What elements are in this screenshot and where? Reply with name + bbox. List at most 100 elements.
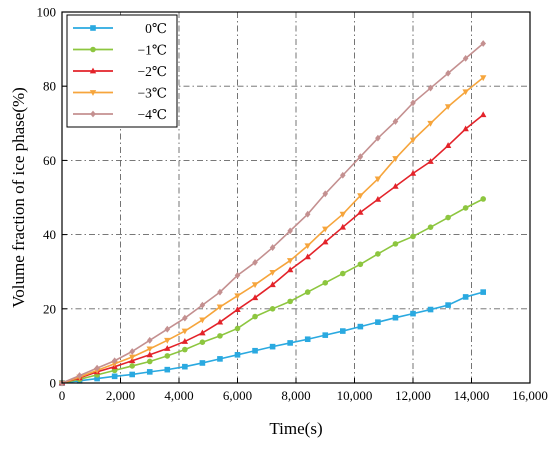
data-point xyxy=(445,214,451,221)
data-point xyxy=(340,171,346,179)
series xyxy=(59,196,487,386)
data-point xyxy=(462,205,469,211)
data-point xyxy=(339,211,346,218)
data-point xyxy=(94,375,100,382)
data-point xyxy=(94,364,100,372)
data-point xyxy=(129,354,136,361)
data-point xyxy=(392,182,399,189)
data-point xyxy=(217,288,223,296)
data-point xyxy=(216,318,224,325)
data-point xyxy=(216,304,224,311)
y-tick-label: 0 xyxy=(50,376,57,391)
data-point xyxy=(357,323,364,330)
data-point xyxy=(181,338,189,344)
data-point xyxy=(357,153,364,161)
data-point xyxy=(304,289,311,295)
data-point xyxy=(410,310,416,317)
y-axis-title: Volume fraction of ice phase(%) xyxy=(9,87,28,308)
data-point xyxy=(322,226,329,233)
data-point xyxy=(427,84,434,92)
data-point xyxy=(480,289,486,295)
data-point xyxy=(357,261,364,268)
data-point xyxy=(304,210,311,218)
series-layer xyxy=(58,40,487,387)
data-point xyxy=(164,345,171,351)
data-point xyxy=(392,156,399,162)
data-point xyxy=(164,337,171,344)
data-point xyxy=(252,313,258,320)
data-point xyxy=(392,241,399,247)
data-point xyxy=(339,223,346,230)
data-point xyxy=(462,125,469,132)
legend-label: −2℃ xyxy=(138,64,167,79)
data-point xyxy=(217,333,223,339)
data-point xyxy=(445,302,451,308)
data-point xyxy=(164,366,171,373)
data-point xyxy=(182,346,188,353)
data-point xyxy=(181,328,189,335)
x-tick-label: 0 xyxy=(59,388,66,403)
data-point xyxy=(182,363,188,370)
data-point xyxy=(322,332,329,338)
data-point xyxy=(251,294,259,301)
data-point xyxy=(199,329,206,336)
data-point xyxy=(269,281,276,288)
data-point xyxy=(340,328,346,334)
data-point xyxy=(199,339,206,345)
data-point xyxy=(375,319,381,325)
data-point xyxy=(146,369,153,375)
x-axis-title: Time(s) xyxy=(269,419,322,438)
legend-item: −3℃ xyxy=(73,86,167,101)
legend-marker xyxy=(90,25,96,31)
data-point xyxy=(462,294,469,300)
legend-marker xyxy=(89,90,97,96)
data-point xyxy=(234,325,241,332)
data-point xyxy=(427,306,434,313)
data-point xyxy=(322,190,329,198)
data-point xyxy=(410,99,416,107)
data-point xyxy=(480,196,487,202)
data-point xyxy=(286,266,294,273)
data-point xyxy=(146,346,153,353)
data-point xyxy=(269,270,276,276)
data-point xyxy=(392,118,399,125)
data-point xyxy=(111,357,118,365)
data-point xyxy=(444,104,452,111)
legend-label: −3℃ xyxy=(138,86,167,101)
legend-marker xyxy=(90,110,96,118)
legend-marker xyxy=(89,67,97,74)
y-tick-label: 20 xyxy=(43,301,56,316)
legend-item: −1℃ xyxy=(73,43,167,58)
data-point xyxy=(129,363,135,369)
data-point xyxy=(322,238,329,245)
x-tick-label: 10,000 xyxy=(337,388,373,403)
data-point xyxy=(199,317,206,324)
data-point xyxy=(252,347,258,354)
data-point xyxy=(375,134,381,142)
y-tick-label: 80 xyxy=(43,79,56,94)
legend-label: 0℃ xyxy=(145,21,167,36)
x-tick-label: 14,000 xyxy=(454,388,490,403)
x-tick-label: 12,000 xyxy=(395,388,431,403)
data-point xyxy=(269,343,276,350)
data-point xyxy=(409,169,417,176)
data-point xyxy=(462,54,469,62)
x-tick-label: 16,000 xyxy=(512,388,548,403)
axis-ticks: 0 2,000 4,000 6,000 8,000 10,000 12,000 14,000 1… xyxy=(37,5,548,404)
data-point xyxy=(287,298,293,305)
data-point xyxy=(375,251,381,257)
y-tick-label: 40 xyxy=(43,227,56,242)
data-point xyxy=(199,301,206,309)
data-point xyxy=(462,89,469,96)
data-point xyxy=(410,233,416,240)
data-point xyxy=(111,373,118,380)
legend-label: −4℃ xyxy=(138,107,167,122)
data-point xyxy=(111,361,118,368)
data-point xyxy=(234,272,241,279)
data-point xyxy=(409,137,417,144)
data-point xyxy=(269,306,276,312)
data-point xyxy=(374,195,382,202)
data-point xyxy=(252,259,258,266)
data-point xyxy=(322,280,329,286)
